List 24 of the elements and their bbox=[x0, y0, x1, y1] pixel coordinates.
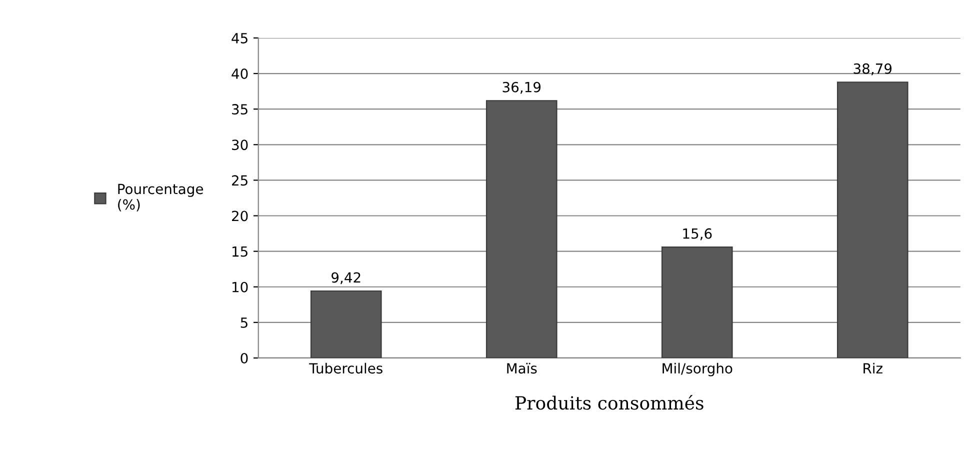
y-tick-label: 5 bbox=[240, 318, 248, 328]
y-tick-label: 0 bbox=[240, 352, 248, 364]
x-tick-label: Riz bbox=[864, 362, 882, 374]
y-tick-label: 15 bbox=[232, 246, 248, 257]
y-tick-label: 25 bbox=[232, 175, 248, 186]
legend-label: Pourcentage (%) bbox=[118, 184, 204, 212]
data-label: 36,19 bbox=[502, 82, 541, 94]
x-tick-label: Tubercules bbox=[309, 362, 382, 374]
data-label: 38,79 bbox=[854, 63, 892, 76]
y-tick-label: 45 bbox=[232, 33, 248, 44]
y-tick-label: 10 bbox=[232, 282, 248, 292]
data-label: 15,6 bbox=[683, 228, 712, 240]
x-axis-title: Produits consommés bbox=[515, 395, 704, 410]
bar bbox=[310, 290, 382, 358]
y-tick-label: 30 bbox=[232, 140, 248, 150]
bar bbox=[661, 246, 733, 358]
y-tick-label: 35 bbox=[232, 104, 248, 115]
data-label: 9,42 bbox=[332, 272, 360, 284]
y-tick-label: 20 bbox=[232, 210, 248, 222]
x-tick-label: Mil/sorgho bbox=[662, 362, 732, 376]
bar bbox=[486, 100, 558, 358]
y-tick-label: 40 bbox=[232, 68, 248, 79]
x-tick-label: Maïs bbox=[507, 362, 537, 374]
bar bbox=[836, 82, 908, 358]
